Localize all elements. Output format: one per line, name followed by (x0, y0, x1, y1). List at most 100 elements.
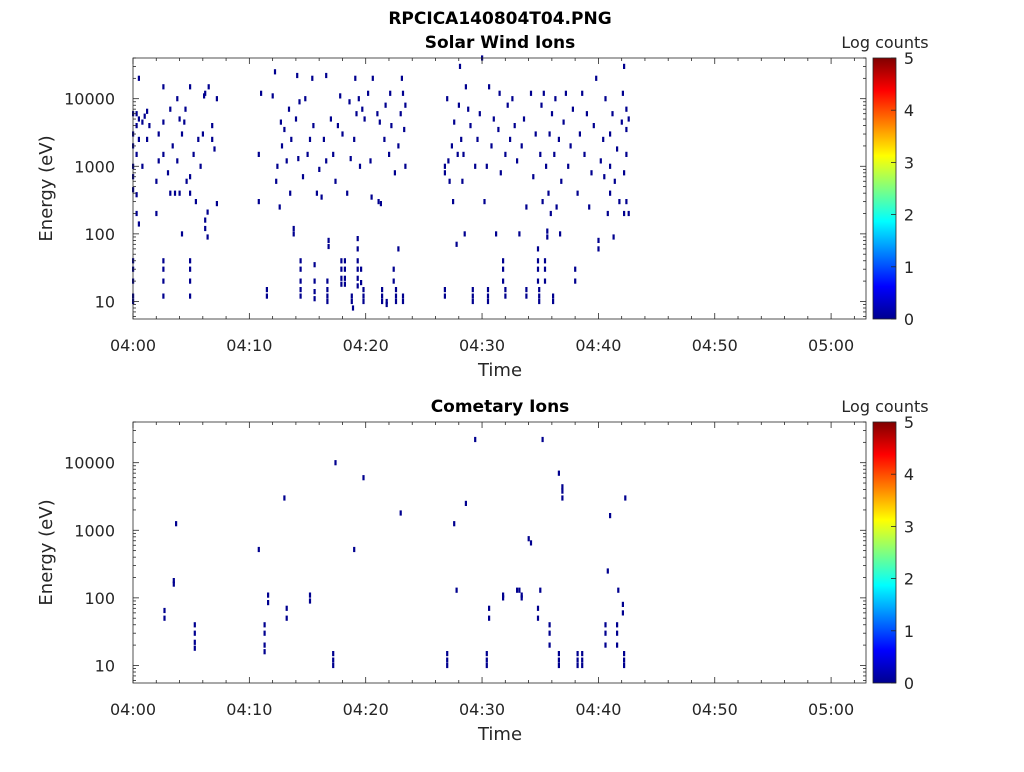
data-cell (263, 622, 266, 628)
data-cell (452, 199, 455, 205)
data-cell (542, 90, 545, 96)
data-cell (504, 287, 507, 293)
data-cell (456, 151, 459, 157)
data-cell (393, 170, 396, 176)
data-cell (541, 199, 544, 205)
data-cell (257, 199, 260, 205)
data-cell (488, 84, 491, 90)
data-cell (155, 178, 158, 184)
data-cell (529, 90, 533, 96)
data-cell (597, 237, 600, 243)
data-cell (394, 293, 398, 299)
data-cell (490, 143, 493, 149)
data-cell (397, 143, 400, 149)
data-cell (332, 651, 335, 657)
data-cell (574, 266, 577, 272)
data-cell (474, 163, 477, 169)
data-cell (443, 170, 446, 176)
data-cell (623, 657, 626, 663)
data-cell (192, 151, 195, 157)
data-cell (157, 158, 160, 164)
data-cell (155, 210, 158, 217)
data-cell (609, 163, 612, 169)
data-cell (576, 662, 579, 669)
data-cell (609, 131, 612, 137)
x-tick-label: 04:30 (459, 336, 505, 355)
data-cell (623, 170, 626, 176)
data-cell (348, 99, 351, 105)
data-cell (326, 298, 329, 305)
data-cell (488, 615, 491, 621)
data-cell (621, 90, 624, 96)
data-cell (394, 298, 398, 305)
data-cell (536, 615, 540, 621)
data-cell (471, 298, 474, 305)
data-cell (350, 293, 353, 299)
data-cell (624, 495, 627, 501)
data-cell (536, 246, 540, 252)
data-cell (193, 622, 196, 628)
data-cell (548, 131, 551, 137)
data-cell (401, 293, 405, 299)
colorbar-label: Log counts (841, 397, 928, 416)
x-tick-label: 04:50 (692, 700, 738, 719)
data-cell (462, 151, 465, 157)
data-cell (388, 151, 391, 157)
data-cell (318, 166, 321, 172)
data-cell (617, 587, 620, 593)
data-cell (162, 278, 165, 284)
data-cell (354, 75, 357, 81)
data-cell (326, 287, 329, 293)
data-cell (299, 287, 302, 293)
data-cell (578, 131, 581, 137)
data-cell (332, 151, 335, 157)
data-cell (488, 605, 491, 611)
data-cell (557, 136, 560, 142)
colorbar-tick-label: 4 (904, 465, 914, 484)
colorbar-tick-label: 0 (904, 674, 914, 693)
data-cell (276, 163, 279, 169)
panel-1: 04:00 04:10 04:20 04:30 04:40 04:50 05:0010100… (36, 33, 929, 381)
data-cell (322, 136, 325, 142)
data-cell (204, 90, 207, 96)
data-cell (137, 136, 140, 142)
data-cell (360, 280, 363, 286)
data-cell (446, 96, 449, 102)
data-cell (581, 662, 584, 669)
data-cell (536, 266, 540, 272)
data-cell (194, 199, 197, 205)
data-cell (351, 305, 355, 311)
data-cell (567, 163, 570, 169)
data-cell (189, 293, 192, 299)
colorbar-tick-label: 4 (904, 101, 914, 120)
data-cell (469, 123, 472, 129)
data-cell (137, 221, 140, 227)
data-cell (552, 293, 555, 299)
data-cell (625, 151, 628, 157)
data-cell (332, 657, 335, 663)
data-cell (378, 119, 381, 125)
data-cell (183, 119, 186, 125)
data-cell (146, 136, 149, 142)
data-cell (516, 158, 519, 164)
data-cell (384, 102, 387, 108)
data-cell (518, 231, 521, 237)
data-cell (446, 662, 449, 669)
data-cell (143, 113, 146, 119)
data-cell (135, 123, 138, 129)
x-tick-label: 04:40 (575, 336, 621, 355)
data-cell (343, 275, 346, 281)
data-cell (327, 243, 330, 250)
data-cell (389, 90, 392, 96)
data-cell (574, 278, 577, 284)
data-cell (446, 657, 449, 663)
data-cells (163, 436, 627, 669)
data-cell (146, 108, 149, 114)
data-cell (215, 96, 218, 102)
data-cell (193, 645, 196, 651)
data-cell (618, 199, 621, 205)
data-cell (356, 236, 359, 242)
data-cell (611, 111, 614, 117)
data-cell (306, 151, 309, 157)
data-cell (341, 131, 344, 137)
